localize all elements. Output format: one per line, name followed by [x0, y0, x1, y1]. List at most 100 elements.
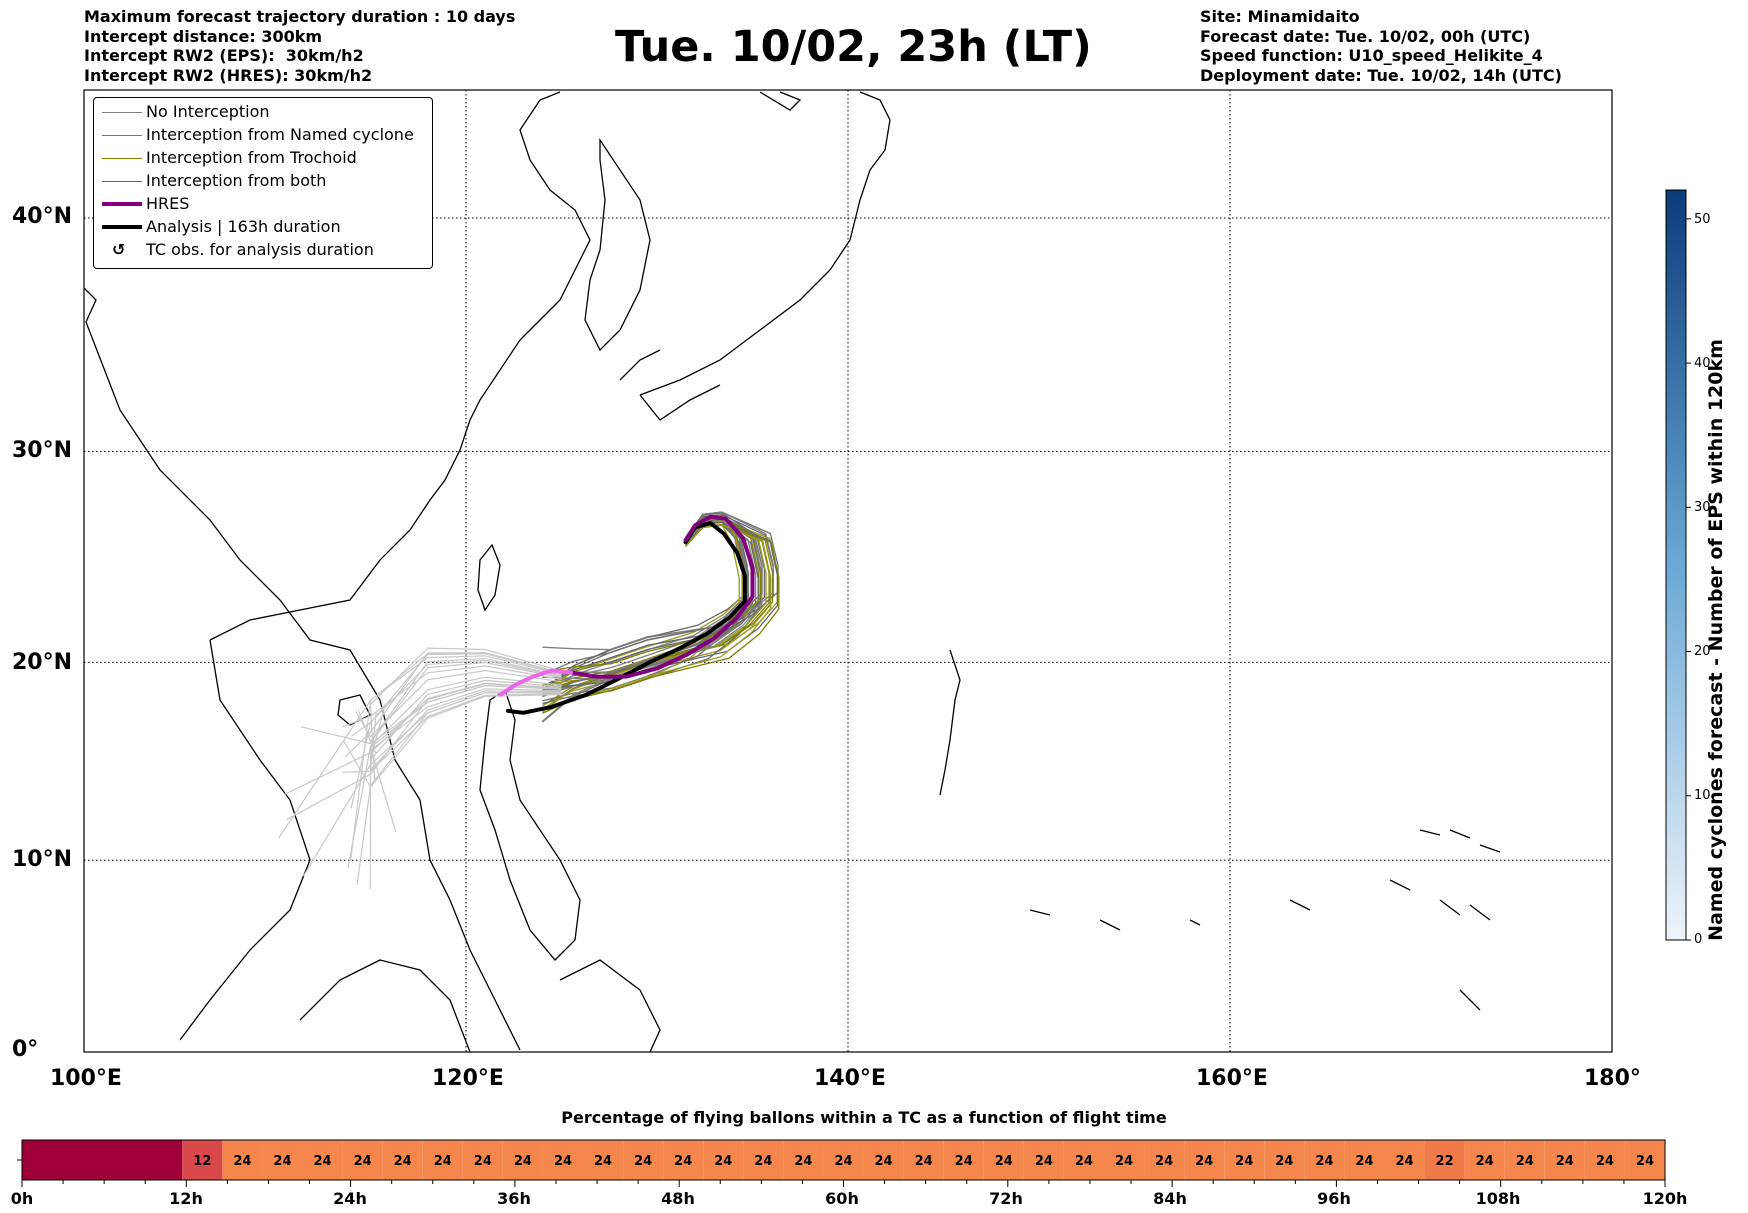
legend-entry: Interception from Named cyclone	[94, 125, 432, 147]
timeline-tick-label: 72h	[989, 1189, 1023, 1208]
timeline-cell	[1344, 1140, 1385, 1180]
timeline-cell	[823, 1140, 864, 1180]
legend-swatch	[102, 202, 142, 206]
timeline-cell-value: 24	[394, 1154, 412, 1169]
lat-label: 30°N	[12, 438, 73, 463]
colorbar-tick-label: 50	[1694, 212, 1711, 227]
ensemble-track-no-interception	[369, 690, 562, 772]
lat-label: 0°	[12, 1037, 39, 1062]
timeline-cell-value: 24	[1315, 1154, 1333, 1169]
legend-label: HRES	[146, 194, 190, 213]
ensemble-track	[542, 523, 772, 711]
timeline-tick-label: 120h	[1642, 1189, 1688, 1208]
timeline-tick-label: 84h	[1153, 1189, 1187, 1208]
legend-entry: Interception from both	[94, 171, 432, 193]
colorbar-tick-label: 40	[1694, 356, 1711, 371]
timeline-cell	[222, 1140, 263, 1180]
timeline-cell-value: 24	[1235, 1154, 1253, 1169]
timeline-cell-value: 24	[1115, 1154, 1133, 1169]
timeline-cell-value: 24	[554, 1154, 572, 1169]
timeline-cell-value: 24	[875, 1154, 893, 1169]
header-right-line: Forecast date: Tue. 10/02, 00h (UTC)	[1200, 26, 1531, 46]
timeline-cell-value: 24	[674, 1154, 692, 1169]
series-line	[569, 514, 755, 679]
legend-label: Interception from Trochoid	[146, 148, 357, 167]
timeline-cell	[1264, 1140, 1305, 1180]
timeline-cell	[863, 1140, 904, 1180]
lon-label: 140°E	[814, 1066, 886, 1091]
timeline-cell-value: 24	[995, 1154, 1013, 1169]
timeline-cell-value: 12	[193, 1154, 211, 1169]
timeline-cell	[1544, 1140, 1585, 1180]
timeline-cell-value: 24	[1395, 1154, 1413, 1169]
vietnam-coastline	[179, 639, 311, 1041]
legend-label: No Interception	[146, 102, 270, 121]
timeline-tick-label: 0h	[10, 1189, 34, 1208]
series-layer	[498, 514, 755, 715]
timeline-cell	[1224, 1140, 1265, 1180]
ensemble-track-no-interception	[351, 659, 562, 737]
timeline-cell-value: 24	[1636, 1154, 1654, 1169]
timeline-cell-value: 24	[314, 1154, 332, 1169]
legend-entry: HRES	[94, 194, 432, 216]
timeline-tick-label: 24h	[333, 1189, 367, 1208]
timeline-tick-label: 36h	[497, 1189, 531, 1208]
colorbar	[1665, 189, 1687, 941]
timeline-tick-label: 96h	[1317, 1189, 1351, 1208]
hokkaido-coastline	[759, 91, 802, 111]
timeline-cell-value: 24	[474, 1154, 492, 1169]
timeline-cell	[1063, 1140, 1104, 1180]
header-left-line: Intercept RW2 (EPS): 30km/h2	[84, 46, 364, 65]
marianas-islands	[939, 649, 961, 796]
timeline-cell	[302, 1140, 343, 1180]
lat-label: 20°N	[12, 650, 73, 675]
legend-swatch	[102, 181, 142, 182]
lon-label: 160°E	[1196, 1066, 1268, 1091]
ensemble-track	[541, 520, 763, 722]
hainan-coastline	[337, 694, 371, 726]
timeline-tick-label: 60h	[825, 1189, 859, 1208]
ensemble-track-no-interception	[356, 692, 562, 886]
timeline-cell-value: 24	[273, 1154, 291, 1169]
map-gridlines	[84, 90, 1612, 1052]
legend-label: Interception from both	[146, 171, 327, 190]
timeline-cell-value: 24	[1195, 1154, 1213, 1169]
ensemble-track-no-interception	[347, 676, 562, 869]
series-line	[498, 668, 573, 697]
timeline-cell	[1464, 1140, 1505, 1180]
legend: No Interception Interception from Named …	[93, 97, 433, 269]
timeline-cell	[382, 1140, 423, 1180]
timeline-cell-value: 24	[1035, 1154, 1053, 1169]
timeline-cell-value: 24	[1516, 1154, 1534, 1169]
timeline-cell	[703, 1140, 744, 1180]
timeline-cell	[1103, 1140, 1145, 1180]
timeline-cell	[1184, 1140, 1225, 1180]
timeline-cell-value: 24	[1596, 1154, 1614, 1169]
legend-label: TC obs. for analysis duration	[146, 240, 374, 259]
ensemble-track-no-interception	[350, 653, 562, 809]
timeline-cell-value: 24	[915, 1154, 933, 1169]
legend-swatch	[102, 135, 142, 136]
timeline-cell	[1584, 1140, 1625, 1180]
lon-label: 120°E	[432, 1066, 504, 1091]
legend-swatch	[102, 112, 142, 113]
timeline-cell	[262, 1140, 303, 1180]
timeline-cell-value: 24	[714, 1154, 732, 1169]
timeline-cell	[542, 1140, 584, 1180]
ensemble-track-no-interception	[342, 665, 562, 728]
timeline-tick-label: 12h	[169, 1189, 203, 1208]
timeline-cell	[1304, 1140, 1345, 1180]
timeline-cell-value: 22	[1436, 1154, 1454, 1169]
timeline-cell	[743, 1140, 784, 1180]
timeline-tick-label: 48h	[661, 1189, 695, 1208]
ensemble-track-no-interception	[344, 652, 562, 758]
asia-coastline	[84, 287, 521, 1051]
timeline-cell-value: 24	[1075, 1154, 1093, 1169]
timeline-cell-value: 24	[354, 1154, 372, 1169]
timeline-cell-value: 24	[634, 1154, 652, 1169]
header-left-line: Maximum forecast trajectory duration : 1…	[84, 7, 516, 26]
colorbar-tick-marks	[1686, 218, 1691, 941]
lon-label: 180°	[1584, 1066, 1641, 1091]
colorbar-tick-label: 10	[1694, 788, 1711, 803]
